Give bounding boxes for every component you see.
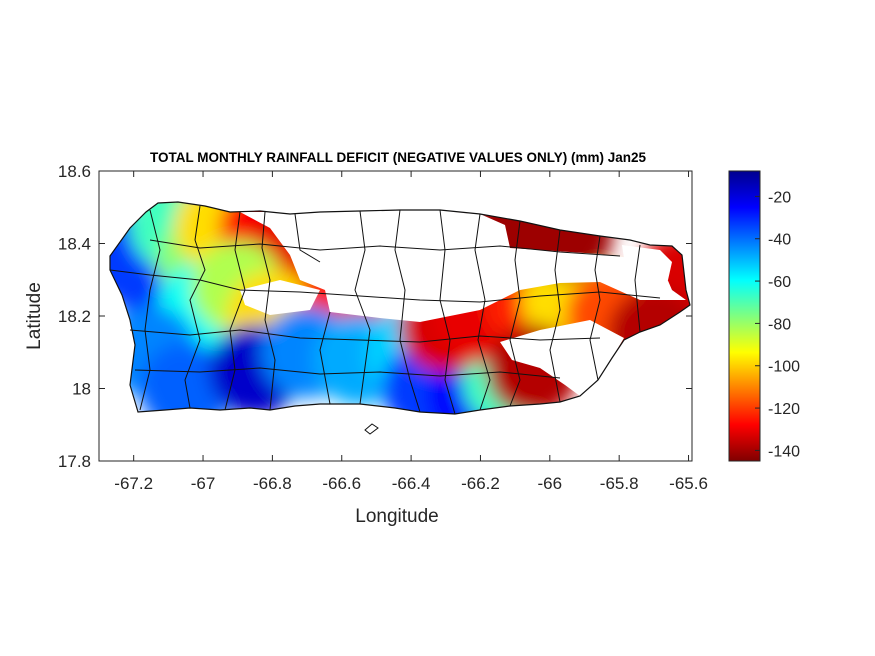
y-tick-label: 18.2 [58, 307, 91, 326]
colorbar-tick-label: -140 [768, 443, 800, 460]
chart-title: TOTAL MONTHLY RAINFALL DEFICIT (NEGATIVE… [150, 150, 647, 165]
y-tick-label: 18.6 [58, 162, 91, 181]
y-axis-label: Latitude [24, 282, 45, 350]
x-tick-label: -66.4 [392, 474, 431, 493]
x-tick-label: -67 [191, 474, 216, 493]
x-axis-label: Longitude [355, 506, 438, 527]
colorbar-tick-label: -40 [768, 232, 791, 249]
colorbar-tick-label: -80 [768, 316, 791, 333]
colorbar-tick-label: -100 [768, 359, 800, 376]
colorbar-tick-label: -20 [768, 189, 791, 206]
plot-area [98, 170, 693, 462]
y-tick-label: 18 [72, 380, 91, 399]
municipality-borders [109, 205, 661, 415]
x-tick-label: -65.8 [600, 474, 639, 493]
x-tick-label: -66.2 [461, 474, 500, 493]
y-axis-ticks: 17.8 18 18.2 18.4 18.6 [58, 162, 692, 471]
no-data-area [622, 245, 672, 285]
island-outline [109, 201, 691, 415]
colorbar: -140 -120 -100 -80 -60 -40 -20 [728, 170, 800, 462]
colorbar-tick-label: -60 [768, 274, 791, 291]
small-island-outline [364, 423, 379, 435]
x-tick-label: -67.2 [114, 474, 153, 493]
x-axis-ticks: -67.2 -67 -66.8 -66.6 -66.4 -66.2 -66 -65.8 -65.… [114, 171, 708, 493]
no-data-area [240, 210, 686, 322]
x-tick-label: -66.6 [322, 474, 361, 493]
colorbar-tick-label: -120 [768, 401, 800, 418]
colorbar-ticks: -140 -120 -100 -80 -60 -40 -20 [755, 189, 800, 460]
x-tick-label: -66 [538, 474, 563, 493]
colorbar-gradient [728, 170, 761, 462]
y-tick-label: 18.4 [58, 235, 91, 254]
x-tick-label: -65.6 [669, 474, 708, 493]
no-data-area [240, 280, 320, 315]
y-tick-label: 17.8 [58, 452, 91, 471]
x-tick-label: -66.8 [253, 474, 292, 493]
